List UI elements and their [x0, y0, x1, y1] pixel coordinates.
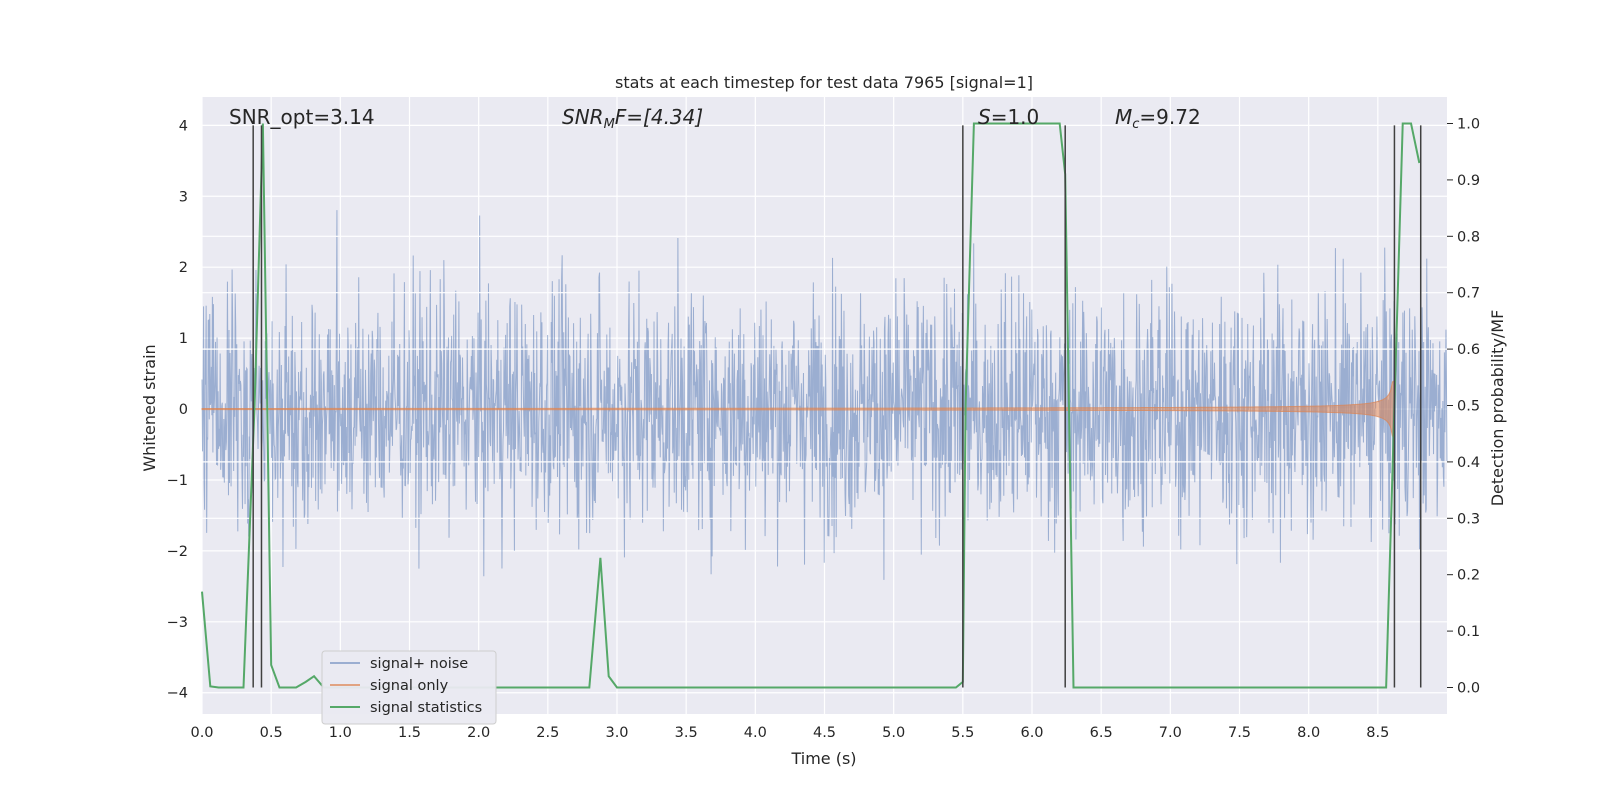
x-tick-label: 5.0 [882, 725, 905, 741]
x-tick-label: 4.0 [744, 725, 767, 741]
legend-label-signal-only: signal only [370, 678, 449, 694]
x-tick-label: 5.5 [951, 725, 974, 741]
event-vertical-lines [252, 125, 1422, 688]
y-right-tick-label: 0.5 [1457, 399, 1480, 415]
y-right-tick-labels: 0.0 0.1 0.2 0.3 0.4 0.5 0.6 0.7 0.8 0.9 1.0 [1447, 117, 1480, 696]
x-tick-label: 6.5 [1090, 725, 1113, 741]
x-tick-label: 2.0 [467, 725, 490, 741]
legend-label-signal-noise: signal+ noise [370, 656, 468, 672]
y-right-tick-label: 0.6 [1457, 342, 1480, 358]
reference-lines [202, 235, 1447, 519]
x-tick-label: 8.5 [1366, 725, 1389, 741]
x-tick-labels: 0.0 0.5 1.0 1.5 2.0 2.5 3.0 3.5 4.0 4.5 5.0 5.5 6.0 6… [190, 725, 1389, 741]
annotation-mc: Mc=9.72 [1115, 105, 1201, 132]
y-right-tick-label: 0.8 [1457, 229, 1480, 245]
x-tick-label: 1.5 [398, 725, 421, 741]
x-tick-label: 6.0 [1020, 725, 1043, 741]
x-tick-label: 4.5 [813, 725, 836, 741]
y-right-tick-label: 0.4 [1457, 455, 1480, 471]
y-left-axis-label: Whitened strain [140, 344, 159, 471]
x-tick-label: 0.0 [190, 725, 213, 741]
y-right-tick-label: 0.1 [1457, 624, 1480, 640]
x-tick-label: 7.5 [1228, 725, 1251, 741]
annotation-snr-mf: SNRMF=[4.34] [562, 105, 703, 132]
y-left-tick-label: −3 [167, 615, 188, 631]
legend-box [321, 650, 497, 725]
y-left-tick-label: −2 [167, 544, 188, 560]
y-right-tick-label: 1.0 [1457, 117, 1480, 133]
x-tick-label: 0.5 [260, 725, 283, 741]
y-right-tick-label: 0.0 [1457, 680, 1480, 696]
signal-noise-line [201, 210, 1448, 580]
x-tick-label: 3.0 [605, 725, 628, 741]
y-left-tick-label: 1 [179, 331, 188, 347]
y-left-tick-label: −1 [167, 473, 188, 489]
x-tick-label: 1.0 [329, 725, 352, 741]
legend: signal+ noise signal only signal statist… [321, 650, 497, 725]
signal-statistics-line [201, 122, 1421, 689]
y-right-tick-label: 0.2 [1457, 568, 1480, 584]
signal-noise-series [201, 210, 1448, 580]
annotation-s: S=1.0 [978, 105, 1039, 129]
y-right-tick-label: 0.9 [1457, 173, 1480, 189]
y-right-tick-label: 0.7 [1457, 286, 1480, 302]
annotation-snr-opt: SNR_opt=3.14 [229, 105, 375, 129]
x-axis-label: Time (s) [790, 749, 856, 768]
y-left-tick-label: −4 [167, 686, 188, 702]
x-tick-label: 2.5 [536, 725, 559, 741]
x-tick-label: 8.0 [1297, 725, 1320, 741]
signal-statistics-series [201, 122, 1421, 689]
x-tick-label: 7.0 [1159, 725, 1182, 741]
y-left-tick-label: 3 [179, 189, 188, 205]
y-left-tick-label: 4 [179, 118, 188, 134]
chart-title: stats at each timestep for test data 796… [615, 73, 1033, 92]
legend-label-signal-statistics: signal statistics [370, 700, 482, 716]
y-left-tick-label: 2 [179, 260, 188, 276]
y-right-axis-label: Detection probability/MF [1488, 310, 1507, 507]
x-tick-label: 3.5 [675, 725, 698, 741]
y-left-tick-label: 0 [179, 402, 188, 418]
y-left-tick-labels: −4 −3 −2 −1 0 1 2 3 4 [167, 118, 188, 701]
y-right-tick-label: 0.3 [1457, 511, 1480, 527]
